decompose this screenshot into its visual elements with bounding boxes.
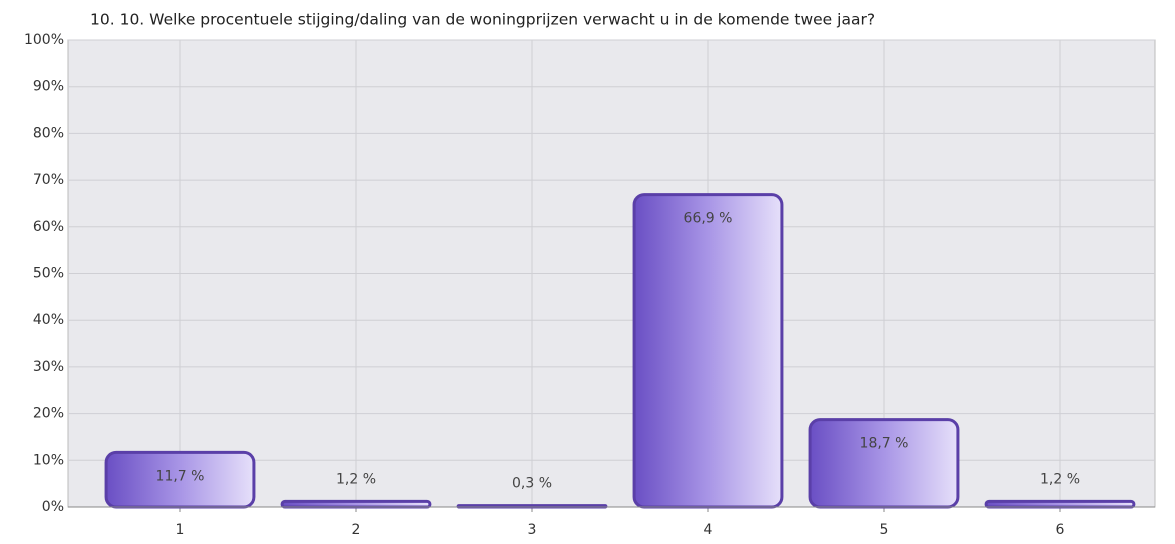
value-label: 66,9 % [684,211,733,227]
y-tick-label: 0% [42,499,64,515]
y-tick-label: 40% [33,312,64,328]
y-tick-label: 80% [33,125,64,141]
chart-title: 10. 10. Welke procentuele stijging/dalin… [90,11,875,29]
value-label: 1,2 % [336,471,376,487]
y-tick-label: 70% [33,172,64,188]
y-tick-label: 90% [33,79,64,95]
x-tick-label: 3 [528,522,537,538]
x-tick-label: 1 [176,522,185,538]
y-tick-label: 100% [24,32,64,48]
y-tick-label: 20% [33,406,64,422]
bar [280,499,432,509]
y-tick-label: 10% [33,452,64,468]
bar [808,418,960,509]
x-tick-label: 4 [704,522,713,538]
bar [984,499,1136,509]
value-label: 1,2 % [1040,471,1080,487]
bar [632,193,784,509]
value-label: 0,3 % [512,476,552,492]
value-label: 18,7 % [860,436,909,452]
y-tick-label: 30% [33,359,64,375]
value-label: 11,7 % [156,468,205,484]
x-tick-label: 6 [1056,522,1065,538]
x-tick-label: 2 [352,522,361,538]
y-tick-label: 50% [33,266,64,282]
y-tick-label: 60% [33,219,64,235]
x-tick-label: 5 [880,522,889,538]
